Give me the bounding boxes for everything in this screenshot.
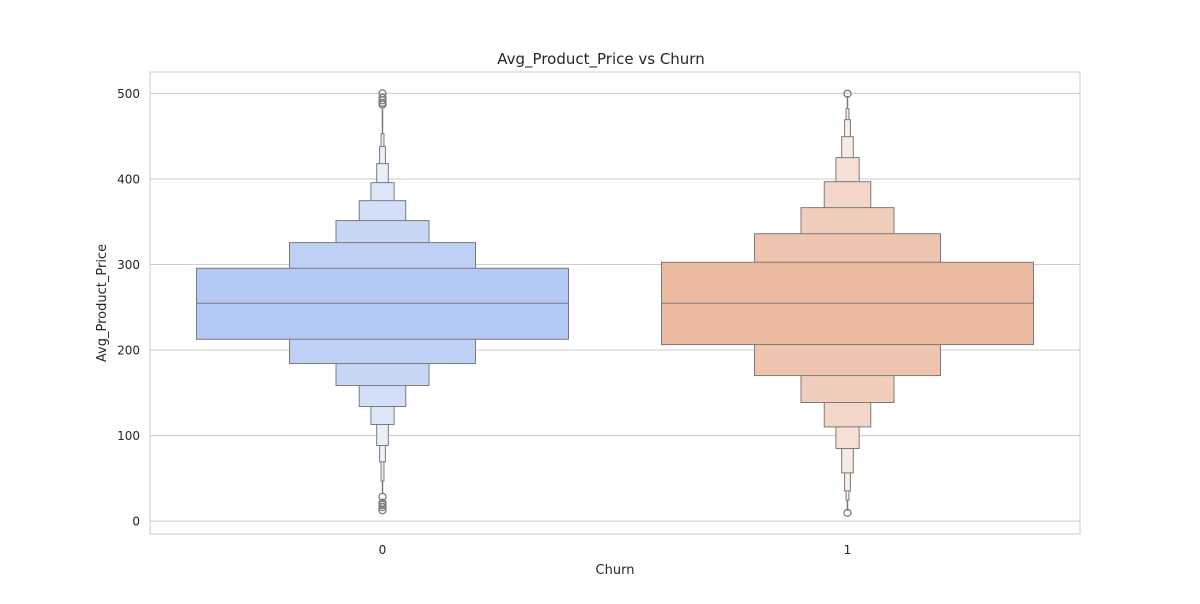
outlier-point <box>378 492 387 502</box>
y-axis-label: Avg_Product_Price <box>95 244 110 362</box>
outlier-point <box>378 98 387 107</box>
outlier-point <box>378 502 387 512</box>
outlier-point <box>378 506 387 515</box>
y-tick-label: 100 <box>117 429 140 443</box>
x-tick-label: 1 <box>844 543 852 557</box>
y-tick-label: 200 <box>117 344 140 358</box>
boxen-group-1 <box>661 89 1034 518</box>
letter-value-box <box>196 267 569 340</box>
y-tick-label: 400 <box>117 172 140 186</box>
y-tick-label: 300 <box>117 258 140 272</box>
outlier-point <box>843 508 852 518</box>
x-tick-label: 0 <box>379 543 387 557</box>
y-tick-label: 500 <box>117 87 140 101</box>
y-tick-label: 0 <box>132 515 140 529</box>
outlier-point <box>378 93 387 102</box>
outlier-point <box>378 89 387 98</box>
boxen-group-0 <box>196 89 569 515</box>
x-axis-label: Churn <box>596 563 635 578</box>
chart-title: Avg_Product_Price vs Churn <box>497 50 704 69</box>
outlier-point <box>843 89 852 98</box>
